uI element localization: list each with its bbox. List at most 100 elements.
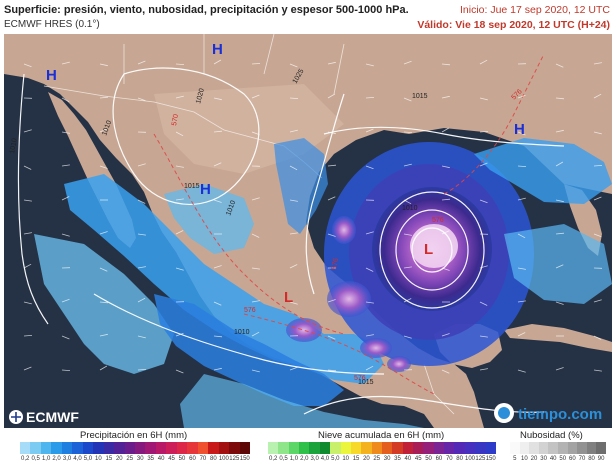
snow-scale-swatch (433, 442, 445, 454)
wind-barb (175, 198, 184, 201)
wind-barb (517, 197, 526, 201)
wind-barb (441, 95, 450, 99)
wind-barb (61, 61, 70, 65)
snow-scale-tick: 35 (394, 456, 401, 462)
wind-barb (175, 230, 184, 235)
wind-barb (137, 266, 146, 269)
precip-scale-swatch (30, 442, 41, 454)
cloud-scale-ticks: 5 10 20 30 40 50 60 70 80 90 (510, 456, 606, 462)
precip-scale-tick: 150 (239, 456, 250, 462)
snow-scale-swatch (350, 442, 362, 454)
wind-barb (441, 230, 450, 235)
precip-scale-tick: 80 (210, 456, 217, 462)
wind-barb (251, 63, 261, 65)
wind-barb (213, 335, 223, 338)
wind-barb (175, 131, 184, 137)
wind-barb (289, 232, 298, 235)
wind-barb (61, 196, 70, 201)
wind-barb (213, 130, 223, 133)
wind-barb (251, 197, 260, 201)
land-cuba (504, 324, 612, 352)
snow-scale-tick: 1,0 (289, 456, 299, 462)
wind-barb (403, 97, 412, 102)
wind-barb (137, 163, 146, 167)
wind-barb (441, 369, 450, 374)
wind-barb (403, 298, 412, 303)
wind-barb (175, 332, 184, 337)
snow-scale-tick: 45 (414, 456, 422, 462)
precip-scale-tick: 20 (115, 456, 123, 462)
wind-barb (175, 95, 184, 99)
wind-barb (517, 369, 526, 373)
thickness-label: 576 (432, 217, 444, 224)
thickness-lines (153, 53, 545, 395)
snow-scale-swatch (288, 442, 300, 454)
precip-scale-swatch (134, 442, 146, 454)
isobar-label: 1020 (195, 88, 206, 105)
wind-barb (289, 129, 298, 133)
wind-barb (441, 127, 450, 133)
low-pressure-center: L (424, 241, 433, 258)
ecmwf-logo: ECMWF (9, 409, 79, 425)
weather-map[interactable]: H H H H L L 1010 1010 1020 1025 1015 101… (4, 34, 612, 428)
high-pressure-center: H (212, 41, 223, 58)
snow-scale-swatch (268, 442, 279, 454)
cloud-scale-tick: 30 (540, 456, 547, 462)
wind-barb (61, 298, 70, 303)
snow-scale-swatch (423, 442, 434, 454)
precip-scale-swatch (20, 442, 31, 454)
precip-scale-tick: 10 (95, 456, 102, 462)
high-pressure-center: H (200, 181, 211, 198)
wind-barb (99, 63, 108, 67)
snow-scale-tick: 3,0 (310, 456, 319, 462)
wind-barb (327, 299, 336, 303)
snow-scale-tick: 0,2 (269, 456, 278, 462)
cloud-scale-swatch (538, 442, 549, 454)
wind-barb (517, 300, 526, 303)
cloud-scale-tick: 80 (588, 456, 595, 462)
wind-barb (555, 301, 564, 305)
wind-barb (365, 63, 374, 67)
wind-barb (61, 335, 70, 340)
wind-barb (593, 131, 602, 135)
wind-barb (23, 129, 32, 133)
snow-scale-swatch (319, 442, 331, 454)
wind-barb (137, 335, 146, 339)
isobar-label: 1010 (234, 329, 250, 336)
wind-barb (251, 369, 260, 373)
wind-barb (289, 199, 298, 202)
snow-scale-tick: 4,0 (320, 456, 330, 462)
snow-scale-swatch (340, 442, 351, 454)
wind-barb (23, 335, 33, 337)
wind-barb (441, 333, 450, 337)
wind-barb (137, 97, 146, 102)
snow-scale-swatch (402, 442, 414, 454)
cloud-scale-tick: 70 (578, 456, 586, 462)
snow-scale-swatch (330, 442, 341, 454)
cloud-scale-tick: 50 (559, 456, 567, 462)
wind-barb (99, 365, 108, 371)
precip-scale-tick: 125 (229, 456, 240, 462)
legend-bar: Precipitación en 6H (mm) 0,2 0,5 1,0 2,0 3,0… (0, 428, 616, 470)
wind-barb (441, 63, 451, 66)
precip-scale-swatch (197, 442, 209, 454)
precip-scale-swatch (218, 442, 230, 454)
snow-scale-tick: 125 (475, 456, 486, 462)
map-title: Superficie: presión, viento, nubosidad, … (4, 4, 409, 16)
wind-barb (327, 233, 336, 237)
precip-scale-tick: 100 (218, 456, 229, 462)
wind-barb (479, 162, 488, 167)
wind-barb (289, 63, 298, 68)
snow-scale-ticks: 0,2 0,5 1,0 2,0 3,0 4,0 5,0 10 15 20 25 30 35 40 45 50 6… (268, 456, 496, 462)
precip-scale-swatch (124, 442, 135, 454)
wind-barb (137, 233, 146, 236)
wind-barb (251, 267, 260, 270)
wind-barb (365, 267, 374, 272)
snow-legend-title: Nieve acumulada en 6H (mm) (318, 430, 445, 441)
snow-scale-tick: 25 (373, 456, 381, 462)
wind-barb (99, 231, 108, 235)
wind-barb (137, 199, 146, 204)
isobar-label: 1010 (402, 205, 418, 212)
cloud-scale-tick: 5 (513, 456, 517, 462)
wind-barb (61, 233, 70, 237)
